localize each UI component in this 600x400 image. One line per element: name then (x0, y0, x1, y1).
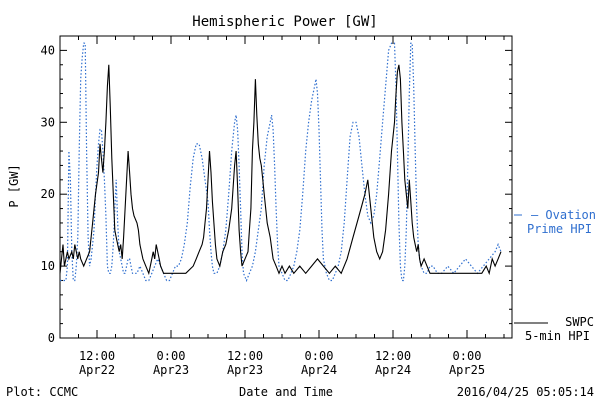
legend-swpc-label-2: 5-min HPI (525, 329, 590, 343)
plot-timestamp: 2016/04/25 05:05:14 (457, 385, 594, 399)
x-tick-time: 0:00 (157, 349, 186, 363)
plot-source: Plot: CCMC (6, 385, 78, 399)
series-layer (59, 42, 502, 283)
ovation-prime-hpi-line (60, 42, 502, 283)
legend-ovation-label-2: Prime HPI (527, 222, 592, 236)
x-tick-date: Apr23 (227, 363, 263, 377)
x-tick-time: 12:00 (79, 349, 115, 363)
y-tick-label: 20 (41, 187, 55, 201)
x-tick-date: Apr24 (301, 363, 337, 377)
x-tick-date: Apr24 (375, 363, 411, 377)
y-tick-label: 10 (41, 259, 55, 273)
x-axis: 12:00Apr220:00Apr2312:00Apr230:00Apr2412… (59, 36, 505, 377)
y-axis: 0 10 20 30 40 (41, 43, 512, 345)
x-tick-date: Apr22 (79, 363, 115, 377)
x-tick-date: Apr25 (449, 363, 485, 377)
y-tick-label: 0 (48, 331, 55, 345)
y-axis-label: P [GW] (7, 164, 21, 207)
legend-ovation-label-1: — Ovation (531, 208, 596, 222)
x-tick-time: 12:00 (227, 349, 263, 363)
x-tick-time: 0:00 (305, 349, 334, 363)
swpc-5min-hpi-line (59, 64, 502, 276)
x-tick-time: 0:00 (453, 349, 482, 363)
y-tick-label: 30 (41, 115, 55, 129)
x-tick-date: Apr23 (153, 363, 189, 377)
x-axis-label: Date and Time (239, 385, 333, 399)
y-tick-label: 40 (41, 43, 55, 57)
chart-title: Hemispheric Power [GW] (192, 14, 377, 30)
plot-frame (59, 35, 513, 339)
legend-swpc-label-1: SWPC (565, 315, 594, 329)
x-tick-time: 12:00 (375, 349, 411, 363)
